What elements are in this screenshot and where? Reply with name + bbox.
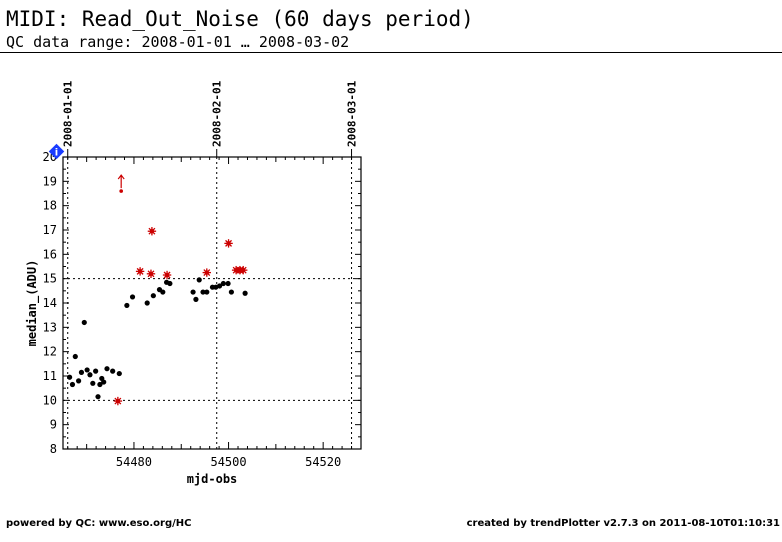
data-point [90,380,96,386]
outlier-point [202,268,211,277]
data-point [193,296,199,302]
outlier-point [147,227,157,236]
outlier-point [162,270,172,280]
chart-title: MIDI: Read_Out_Noise (60 days period) [6,7,474,31]
data-point [97,381,103,388]
outlier-point [135,267,145,276]
y-tick-label: 16 [43,247,57,261]
data-point [81,319,87,326]
outlier-point [113,396,123,406]
plot-frame [62,156,362,450]
y-tick-label: 11 [43,369,57,383]
x-axis-label: mjd-obs [187,472,238,486]
y-tick-label: 14 [43,296,57,310]
data-point [167,280,173,287]
data-point [84,367,90,373]
off-scale-arrow [117,174,125,189]
footer-created-by: created by trendPlotter v2.7.3 on 2011-0… [466,518,780,529]
y-tick-label: 18 [43,199,57,213]
y-axis-label: median_(ADU) [25,260,40,347]
data-point [69,381,76,388]
data-point [150,293,156,299]
data-point [242,290,248,296]
x-tick-label: 54500 [210,455,246,469]
info-icon [48,143,65,160]
data-point [144,300,150,306]
outlier-point [239,265,248,275]
header-divider [0,52,782,53]
data-point [93,368,99,374]
footer-powered-by: powered by QC: www.eso.org/HC [6,518,192,529]
data-point [196,277,202,283]
data-point [129,294,136,300]
y-tick-label: 10 [43,393,57,407]
data-point [78,369,85,375]
data-point [160,289,166,295]
date-marker-label: 2008-02-01 [211,80,224,147]
off-scale-point [119,189,123,193]
data-point [124,302,130,309]
data-point [95,394,101,400]
data-point [204,289,210,295]
y-tick-label: 17 [43,223,57,237]
data-point [67,374,73,380]
data-point [76,378,82,384]
data-point [216,283,223,289]
y-tick-label: 19 [43,174,57,188]
x-tick-label: 54520 [305,455,341,469]
date-marker-label: 2008-01-01 [62,80,75,147]
x-tick-label: 54480 [116,455,152,469]
data-point [190,289,196,295]
data-point [225,280,231,287]
y-tick-label: 15 [43,272,57,286]
data-point [228,289,234,295]
data-point [110,368,116,374]
y-tick-label: 8 [50,442,57,456]
data-point [104,366,110,372]
data-point [200,289,206,295]
date-marker-label: 2008-03-01 [346,80,359,147]
data-point [72,353,78,360]
outlier-point [224,239,233,248]
data-point [101,379,107,385]
outlier-point [146,269,156,278]
y-tick-label: 13 [43,320,57,334]
data-point [220,280,226,287]
data-point [87,372,93,378]
data-point [116,370,122,377]
y-tick-label: 9 [50,418,57,432]
info-icon-label: i [55,148,58,159]
y-tick-label: 12 [43,345,57,359]
data-range-subtitle: QC data range: 2008-01-01 … 2008-03-02 [6,33,350,51]
